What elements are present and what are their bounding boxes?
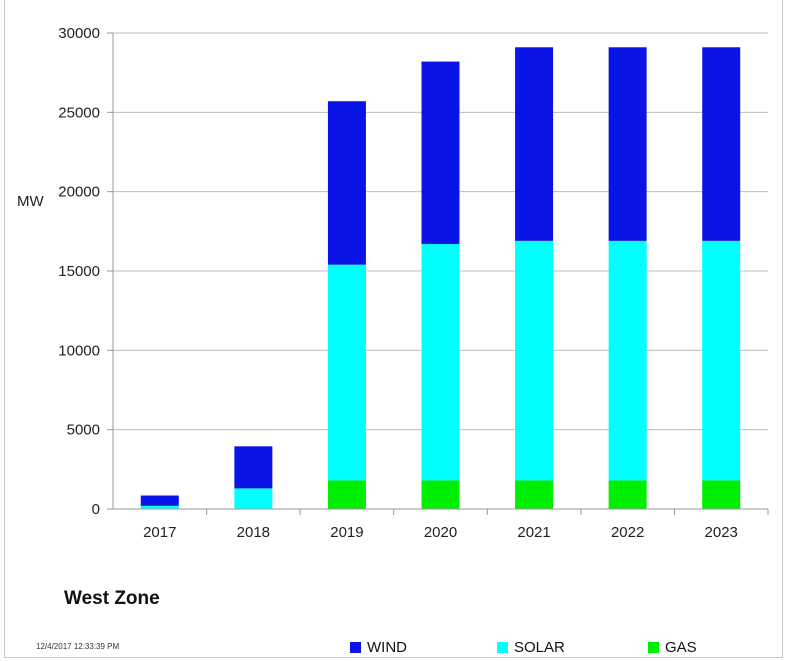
timestamp: 12/4/2017 12:33:39 PM — [36, 642, 120, 651]
x-tick-label: 2021 — [517, 524, 550, 541]
y-axis-label: MW — [17, 193, 44, 210]
x-tick-label: 2023 — [705, 524, 738, 541]
legend-swatch-gas — [648, 642, 659, 653]
legend-label-wind: WIND — [367, 639, 407, 656]
bar-gas-2023 — [702, 480, 741, 509]
x-tick-label: 2022 — [611, 524, 644, 541]
bar-wind-2017 — [140, 495, 179, 506]
y-tick-label: 15000 — [58, 263, 100, 280]
legend-item-wind: WIND — [350, 639, 407, 656]
legend-swatch-wind — [350, 642, 361, 653]
bar-wind-2018 — [234, 446, 273, 489]
bar-solar-2023 — [702, 240, 741, 481]
bar-gas-2019 — [327, 480, 366, 509]
bar-gas-2022 — [608, 480, 647, 509]
y-tick-label: 30000 — [58, 25, 100, 42]
bar-solar-2022 — [608, 240, 647, 481]
x-tick-label: 2017 — [143, 524, 176, 541]
chart-frame — [4, 0, 783, 658]
chart-title: West Zone — [64, 588, 160, 609]
bar-wind-2019 — [327, 101, 366, 265]
legend-swatch-solar — [497, 642, 508, 653]
x-tick-label: 2018 — [237, 524, 270, 541]
bar-wind-2021 — [515, 47, 554, 241]
x-tick-label: 2019 — [330, 524, 363, 541]
bar-solar-2020 — [421, 244, 460, 481]
y-tick-label: 10000 — [58, 342, 100, 359]
legend-item-gas: GAS — [648, 639, 697, 656]
y-ticks: 0 5000 10000 15000 20000 25000 30000 — [58, 25, 113, 518]
y-tick-label: 25000 — [58, 104, 100, 121]
y-tick-label: 5000 — [67, 422, 100, 439]
y-tick-label: 0 — [92, 501, 100, 518]
bar-gas-2021 — [515, 480, 554, 509]
bar-solar-2017 — [140, 505, 179, 509]
bar-wind-2023 — [702, 47, 741, 241]
bar-solar-2018 — [234, 488, 273, 509]
bars — [140, 47, 741, 509]
legend-label-gas: GAS — [665, 639, 697, 656]
bar-wind-2022 — [608, 47, 647, 241]
legend-item-solar: SOLAR — [497, 639, 565, 656]
x-ticks: 2017 2018 2019 2020 2021 2022 2023 — [143, 509, 769, 541]
y-tick-label: 20000 — [58, 184, 100, 201]
bar-solar-2021 — [515, 240, 554, 481]
x-tick-label: 2020 — [424, 524, 457, 541]
bar-solar-2019 — [327, 264, 366, 481]
bar-gas-2020 — [421, 480, 460, 509]
bar-wind-2020 — [421, 61, 460, 245]
legend-label-solar: SOLAR — [514, 639, 565, 656]
